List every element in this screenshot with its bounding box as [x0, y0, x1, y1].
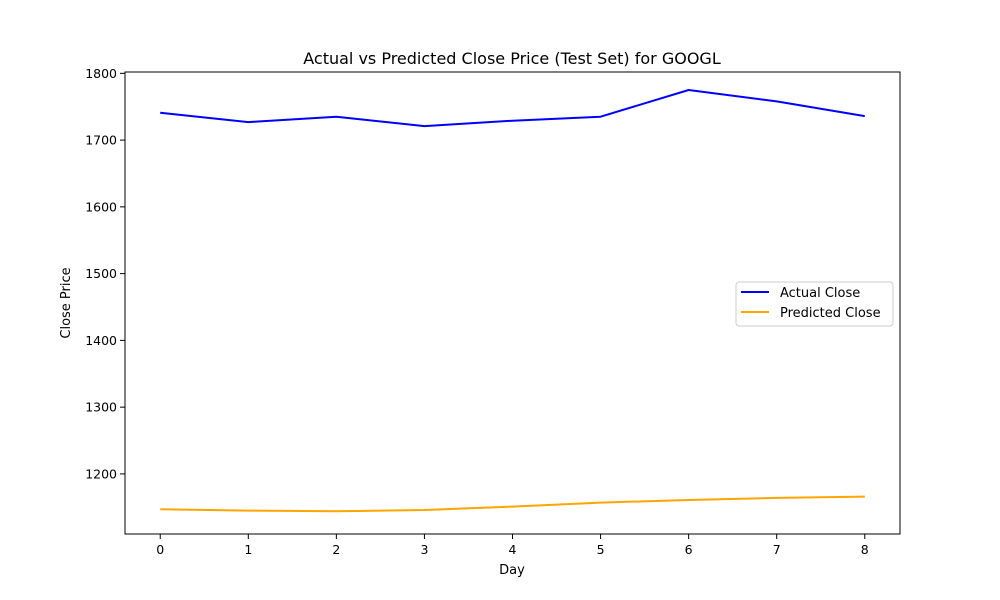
series-line-actual-close — [160, 89, 865, 128]
x-tick-label: 8 — [861, 542, 869, 557]
y-tick-label: 1300 — [85, 400, 117, 415]
legend-label-actual-close: Actual Close — [780, 286, 860, 301]
x-tick-label: 3 — [420, 542, 428, 557]
x-tick-label: 2 — [332, 542, 340, 557]
series-line-predicted-close — [160, 495, 865, 513]
x-axis-label: Day — [499, 563, 525, 578]
y-tick-label: 1700 — [85, 133, 117, 148]
x-tick-label: 4 — [509, 542, 517, 557]
y-tick-label: 1400 — [85, 333, 117, 348]
x-tick-label: 5 — [597, 542, 605, 557]
y-tick-label: 1200 — [85, 466, 117, 481]
y-axis-label: Close Price — [59, 267, 74, 338]
x-tick-label: 0 — [156, 542, 164, 557]
chart-title: Actual vs Predicted Close Price (Test Se… — [303, 49, 721, 68]
legend-box — [735, 281, 894, 327]
y-tick-label: 1800 — [85, 66, 117, 81]
legend-label-predicted-close: Predicted Close — [780, 306, 881, 321]
y-tick-label: 1600 — [85, 199, 117, 214]
x-tick-label: 1 — [244, 542, 252, 557]
x-tick-label: 7 — [773, 542, 781, 557]
legend: Actual Close Predicted Close — [735, 281, 894, 327]
x-tick-label: 6 — [685, 542, 693, 557]
y-tick-label: 1500 — [85, 266, 117, 281]
